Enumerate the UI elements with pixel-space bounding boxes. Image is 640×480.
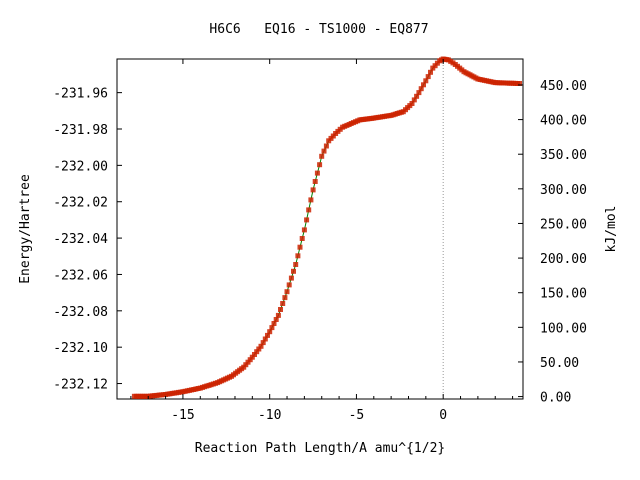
y2-tick-label: 450.00 [540,79,587,94]
data-point [323,143,329,149]
data-point [304,217,310,223]
data-point [310,187,316,193]
data-point [411,97,417,103]
x-tick-label: 0 [439,408,447,423]
plot-frame [116,58,524,400]
y-tick-label: -232.10 [53,341,108,356]
data-point [414,93,420,99]
data-point [517,81,522,86]
data-point [418,86,424,92]
data-point [425,74,431,80]
y-tick-label: -232.12 [53,378,108,393]
y-axis-right: 450.00 400.00 350.00 300.00 250.00 200.00 150.… [518,79,587,406]
data-point [271,321,277,326]
y-tick-label: -232.04 [53,232,108,247]
data-point [282,295,288,301]
y2-tick-label: 0.00 [540,391,571,406]
data-point [317,162,323,168]
data-point [273,317,279,322]
x-tick-label: -15 [171,408,194,423]
data-point [428,69,433,75]
y2-tick-label: 300.00 [540,183,587,198]
data-point [306,207,312,213]
y-axis-left: -231.96 -231.98 -232.00 -232.02 -232.04 -232.… [53,87,122,393]
data-point [416,90,422,96]
data-point [260,340,266,346]
data-point [275,312,281,318]
y2-axis-title: kJ/mol [604,206,619,253]
series-line [134,58,520,397]
y2-tick-label: 200.00 [540,252,587,267]
x-tick-label: -5 [349,408,365,423]
data-point [269,325,275,331]
data-point [421,82,426,88]
data-point [321,148,327,154]
data-point [295,253,301,259]
y2-tick-label: 250.00 [540,217,587,232]
y2-tick-label: 350.00 [540,148,587,163]
data-point [308,197,314,203]
y2-tick-label: 100.00 [540,321,587,336]
y2-tick-label: 400.00 [540,114,587,129]
data-point [297,244,303,250]
chart-title: H6C6 EQ16 - TS1000 - EQ877 [209,22,428,37]
y-tick-label: -232.00 [53,159,108,174]
data-point [254,349,260,355]
data-point [423,78,429,84]
x-axis-title: Reaction Path Length/A amu^{1/2} [195,441,445,456]
data-point [267,329,273,335]
plot-border [116,58,524,400]
data-point [284,289,290,295]
y2-tick-label: 150.00 [540,287,587,302]
data-point [258,343,264,349]
x-axis: -15 -10 -5 0 [130,59,514,423]
data-point [280,301,286,306]
data-point [249,354,255,360]
y-axis-title: Energy/Hartree [18,174,33,284]
data-point [262,336,268,342]
energy-series [131,56,522,399]
y-tick-label: -232.02 [53,196,108,211]
x-tick-label: -10 [258,408,281,423]
data-point [288,275,294,281]
data-point [252,352,257,357]
y-tick-label: -232.06 [53,268,108,283]
data-point [301,227,307,233]
data-point [286,282,292,288]
data-point [291,268,296,274]
data-point [278,307,283,312]
data-point [319,153,325,159]
data-point [265,332,270,338]
y-tick-label: -232.08 [53,305,108,320]
data-point [293,262,299,267]
data-point [256,346,262,352]
data-point [314,170,320,176]
y2-tick-label: 50.00 [540,356,579,371]
data-point [299,236,305,241]
y-tick-label: -231.96 [53,87,108,102]
data-point [312,179,318,184]
data-point [409,101,415,106]
y-tick-label: -231.98 [53,123,108,138]
